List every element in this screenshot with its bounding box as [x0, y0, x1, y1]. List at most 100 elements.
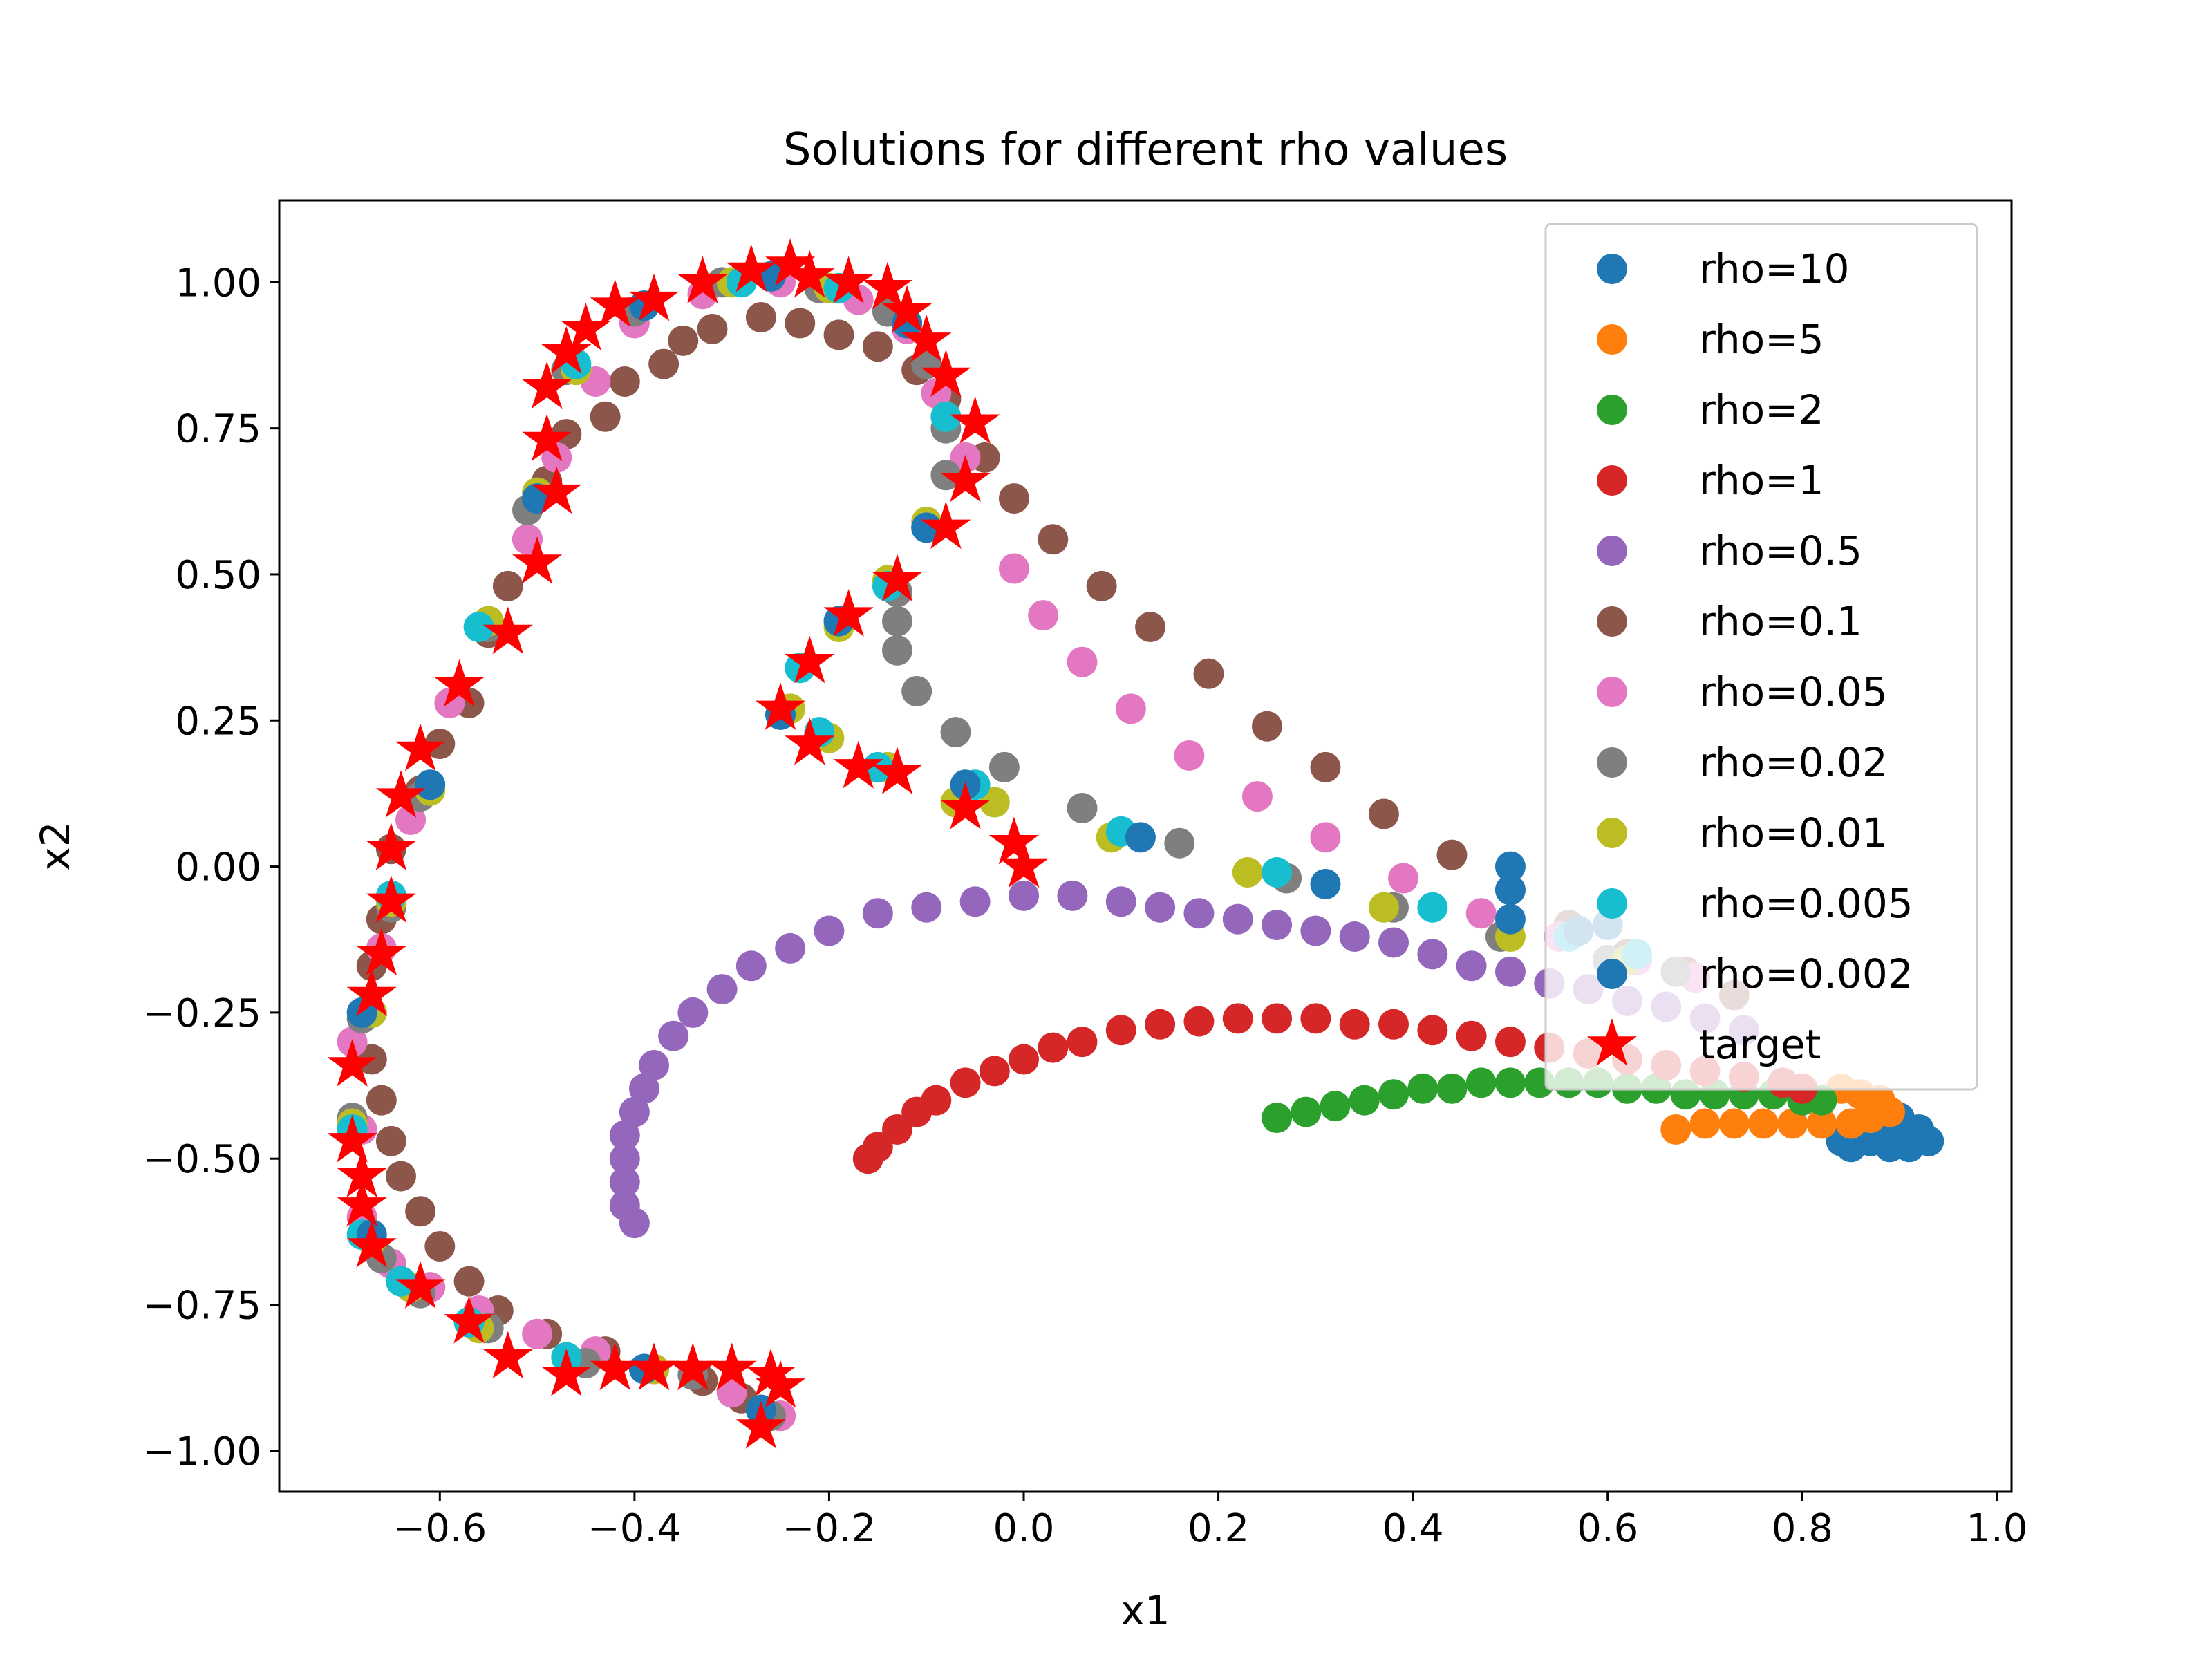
data-point — [1465, 898, 1497, 929]
data-point — [765, 238, 816, 286]
data-point — [1009, 880, 1040, 911]
data-point — [1417, 1015, 1448, 1046]
legend-label: rho=0.01 — [1699, 809, 1888, 856]
data-point — [950, 1067, 981, 1098]
data-point — [1057, 880, 1088, 911]
data-point — [609, 1190, 640, 1221]
data-point — [628, 1342, 679, 1391]
data-point — [1494, 903, 1526, 935]
data-point — [726, 244, 776, 292]
data-point — [415, 769, 446, 800]
y-tick-label: −1.00 — [142, 1430, 261, 1474]
x-tick-label: 0.6 — [1577, 1506, 1638, 1551]
data-point — [1222, 903, 1253, 935]
data-point — [745, 1349, 796, 1396]
data-point — [648, 348, 679, 379]
data-point — [1067, 793, 1098, 824]
data-point — [1456, 950, 1487, 982]
data-point — [823, 319, 854, 350]
plot-area-border — [278, 199, 2013, 1493]
data-point — [346, 1220, 397, 1268]
data-point — [785, 635, 835, 684]
data-point — [862, 898, 893, 929]
data-point — [1660, 1114, 1691, 1145]
data-point — [444, 1295, 494, 1344]
legend-frame — [1544, 223, 1978, 1091]
data-point — [998, 553, 1029, 584]
legend: rho=10 rho=5 rho=2 rho=1 rho=0.5 rho=0.1 rho=0… — [1544, 223, 1978, 1091]
data-point — [375, 770, 427, 818]
data-point — [1310, 751, 1341, 782]
data-point — [1009, 1044, 1040, 1075]
data-point — [668, 1342, 718, 1391]
data-point — [1262, 1103, 1293, 1134]
data-point — [366, 875, 416, 923]
data-point — [1115, 693, 1146, 724]
chart-title: Solutions for different rho values — [783, 124, 1508, 176]
data-point — [988, 751, 1020, 782]
data-point — [1310, 868, 1341, 899]
data-point — [881, 1114, 912, 1145]
legend-marker — [1597, 324, 1627, 355]
data-point — [979, 1056, 1010, 1087]
x-tick-label: −0.4 — [588, 1506, 682, 1551]
legend-label: rho=2 — [1699, 386, 1824, 433]
x-tick-label: 0.2 — [1188, 1506, 1249, 1551]
data-point — [395, 804, 427, 835]
data-point — [697, 313, 728, 344]
data-point — [1835, 1132, 1866, 1163]
data-point — [453, 1266, 485, 1297]
data-point — [775, 932, 806, 964]
data-point — [1125, 822, 1156, 853]
data-point — [405, 1196, 436, 1227]
data-point — [950, 396, 1000, 444]
data-point — [988, 816, 1040, 865]
data-point — [1310, 822, 1341, 853]
legend-marker — [1586, 1018, 1638, 1066]
data-point — [434, 659, 485, 707]
data-point — [881, 635, 912, 666]
y-tick-label: 0.75 — [175, 407, 261, 452]
legend-label: rho=0.005 — [1699, 880, 1913, 927]
data-point — [639, 1049, 670, 1080]
x-tick-label: 0.4 — [1382, 1506, 1444, 1551]
y-axis-label: x2 — [32, 821, 79, 870]
data-point — [1164, 827, 1195, 859]
y-tick-label: −0.25 — [142, 991, 261, 1036]
data-point — [814, 915, 845, 946]
data-point — [327, 1114, 377, 1163]
data-point — [959, 886, 991, 917]
data-point — [823, 256, 874, 304]
data-point — [590, 279, 640, 327]
data-point — [1300, 915, 1331, 946]
data-point — [1388, 863, 1419, 894]
data-point — [706, 974, 738, 1005]
y-tick-label: −0.50 — [142, 1137, 261, 1182]
data-point — [872, 554, 923, 602]
x-tick-label: 0.8 — [1772, 1506, 1833, 1551]
legend-marker — [1597, 818, 1627, 848]
legend-marker — [1597, 606, 1627, 637]
data-point — [940, 782, 991, 830]
data-point — [862, 261, 913, 310]
data-point — [346, 968, 397, 1017]
data-point — [979, 787, 1010, 818]
x-tick-label: −0.6 — [393, 1506, 487, 1551]
data-point — [1747, 1108, 1779, 1139]
data-point — [901, 676, 932, 707]
series-target — [327, 238, 1049, 1449]
data-point — [395, 1261, 446, 1309]
data-point — [921, 349, 971, 397]
data-point — [619, 1096, 650, 1127]
data-point — [881, 285, 932, 333]
data-point — [482, 606, 533, 655]
y-tick-label: 1.00 — [175, 261, 261, 306]
data-point — [1436, 839, 1468, 870]
data-point — [1465, 1067, 1497, 1098]
x-tick-label: −0.2 — [782, 1506, 876, 1551]
legend-label: rho=0.002 — [1699, 950, 1913, 997]
data-point — [1806, 1108, 1837, 1139]
data-point — [998, 840, 1049, 888]
data-point — [1086, 570, 1117, 601]
data-point — [1262, 857, 1293, 888]
